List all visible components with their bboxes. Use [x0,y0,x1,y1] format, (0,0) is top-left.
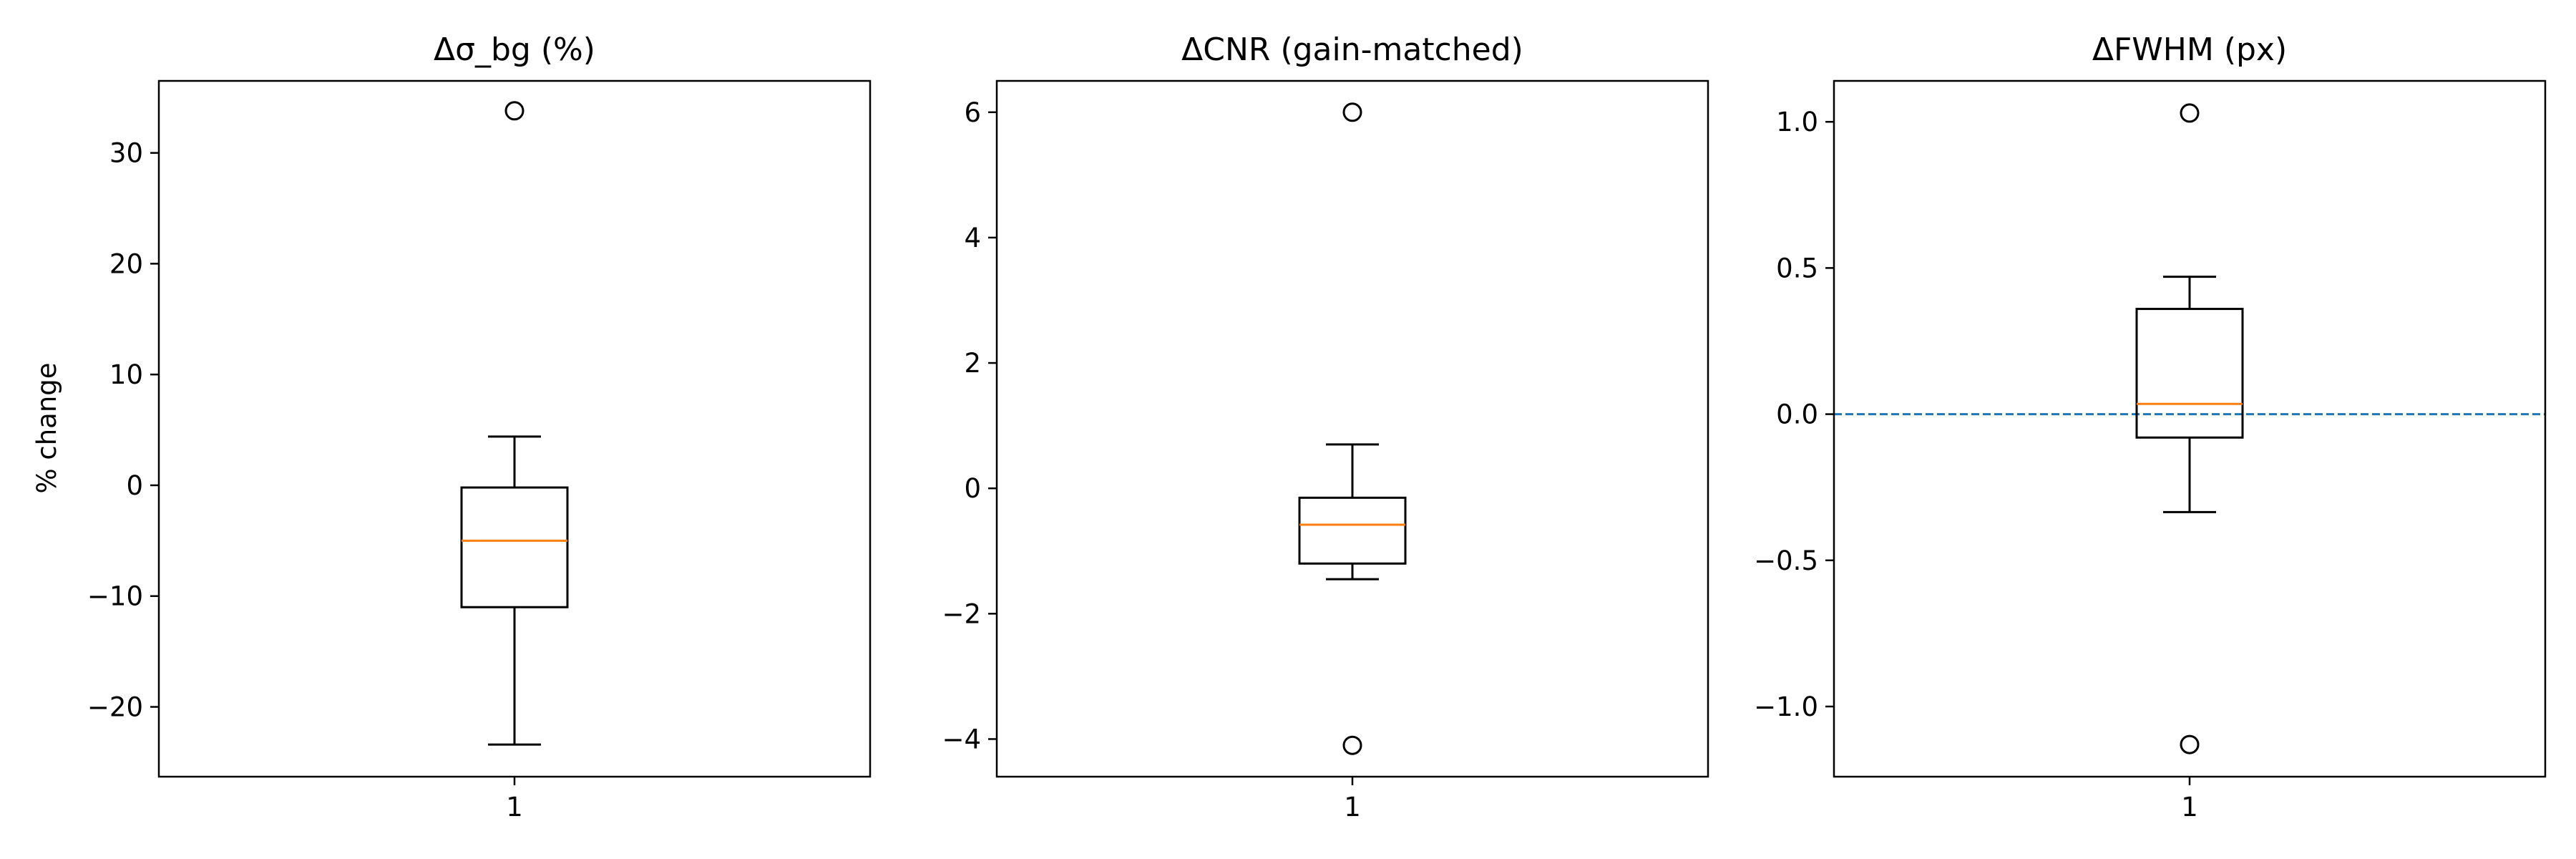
box-iqr [460,486,569,608]
outlier-point [1342,735,1362,755]
y-axis-label: % change [31,362,62,493]
box-iqr [2135,308,2244,439]
y-tick-label: 10 [109,359,143,390]
chart-title: ΔCNR (gain-matched) [1181,31,1523,68]
x-tick-label: 1 [1344,792,1361,822]
y-tick-label: 2 [964,348,981,379]
y-tick-label: 30 [109,138,143,169]
chart-panel-3: ΔFWHM (px) 1.0 0.5 0.0 −0.5 −1.0 1 [1754,31,2547,822]
axes-frame [157,79,872,778]
chart-panel-1: Δσ_bg (%) 30 20 10 0 −10 −20 1 [87,31,872,822]
y-tick-label: −10 [87,581,143,612]
box-iqr [1298,496,1407,565]
y-tick-label: 4 [964,223,981,253]
axes-frame [995,79,1709,778]
y-tick-label: 0.0 [1776,399,1818,430]
y-tick-label: −0.5 [1754,545,1818,576]
outlier-point [1342,102,1362,122]
y-tick-label: 1.0 [1776,107,1818,137]
x-tick-label: 1 [506,792,523,822]
y-tick-label: 6 [964,97,981,128]
y-tick-label: −1.0 [1754,691,1818,722]
y-tick-label: −20 [87,691,143,722]
y-tick-label: 0.5 [1776,253,1818,283]
chart-panel-2: ΔCNR (gain-matched) 6 4 2 0 −2 −4 1 [942,31,1709,822]
y-tick-label: 20 [109,248,143,279]
chart-title: Δσ_bg (%) [434,31,595,68]
outlier-point [504,101,525,121]
chart-title: ΔFWHM (px) [2092,31,2287,68]
outlier-point [2180,103,2200,123]
y-tick-label: −2 [942,598,981,629]
y-tick-label: 0 [964,473,981,504]
outlier-point [2180,734,2200,754]
y-tick-label: 0 [126,470,143,501]
x-tick-label: 1 [2181,792,2198,822]
axes-frame [1833,79,2547,778]
y-tick-label: −4 [942,724,981,754]
